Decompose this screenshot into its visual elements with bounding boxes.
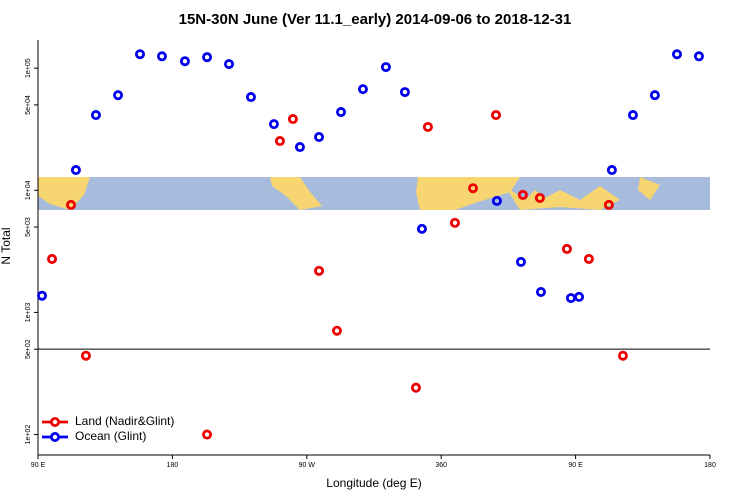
y-tick-label: 5e+04 [25, 95, 32, 115]
point [517, 189, 528, 200]
point [223, 59, 234, 70]
point [294, 142, 305, 153]
x-tick-label: 90 W [299, 462, 316, 469]
point [561, 243, 572, 254]
point [80, 350, 91, 361]
point [314, 132, 325, 143]
point [380, 62, 391, 73]
point [314, 265, 325, 276]
y-axis-label: N Total [0, 227, 13, 264]
point [399, 87, 410, 98]
y-tick-label: 1e+03 [25, 302, 32, 322]
point [113, 90, 124, 101]
legend-label: Ocean (Glint) [75, 429, 146, 443]
point [37, 290, 48, 301]
map-strip [38, 177, 710, 210]
point [449, 217, 460, 228]
point [357, 84, 368, 95]
point [671, 49, 682, 60]
point [410, 382, 421, 393]
point [515, 256, 526, 267]
point [179, 56, 190, 67]
x-tick-label: 360 [435, 462, 447, 469]
y-tick-label: 1e+05 [25, 58, 32, 78]
y-tick-label: 1e+04 [25, 180, 32, 200]
point [468, 183, 479, 194]
point [274, 136, 285, 147]
point [491, 110, 502, 121]
point [335, 107, 346, 118]
x-tick-label: 180 [167, 462, 179, 469]
point [606, 165, 617, 176]
legend-label: Land (Nadir&Glint) [75, 414, 174, 428]
point [47, 253, 58, 264]
legend-marker [50, 416, 61, 427]
x-axis-label: Longitude (deg E) [326, 476, 421, 490]
point [603, 199, 614, 210]
point [422, 121, 433, 132]
y-tick-label: 5e+03 [25, 217, 32, 237]
point [534, 192, 545, 203]
y-tick-label: 1e+02 [25, 425, 32, 445]
point [90, 110, 101, 121]
point [416, 223, 427, 234]
point [491, 195, 502, 206]
point [331, 325, 342, 336]
point [202, 429, 213, 440]
point [583, 253, 594, 264]
point [70, 165, 81, 176]
point [66, 199, 77, 210]
chart-title: 15N-30N June (Ver 11.1_early) 2014-09-06… [179, 11, 572, 28]
point [693, 51, 704, 62]
x-tick-label: 90 E [31, 462, 46, 469]
point [287, 114, 298, 125]
point [535, 286, 546, 297]
x-tick-label: 90 E [568, 462, 583, 469]
point [245, 92, 256, 103]
point [134, 49, 145, 60]
y-tick-label: 5e+02 [25, 339, 32, 359]
legend-marker [50, 431, 61, 442]
point [627, 110, 638, 121]
point [649, 90, 660, 101]
point [617, 350, 628, 361]
point [565, 293, 576, 304]
point [156, 51, 167, 62]
point [574, 291, 585, 302]
point [202, 52, 213, 63]
point [268, 119, 279, 130]
x-tick-label: 180 [704, 462, 716, 469]
